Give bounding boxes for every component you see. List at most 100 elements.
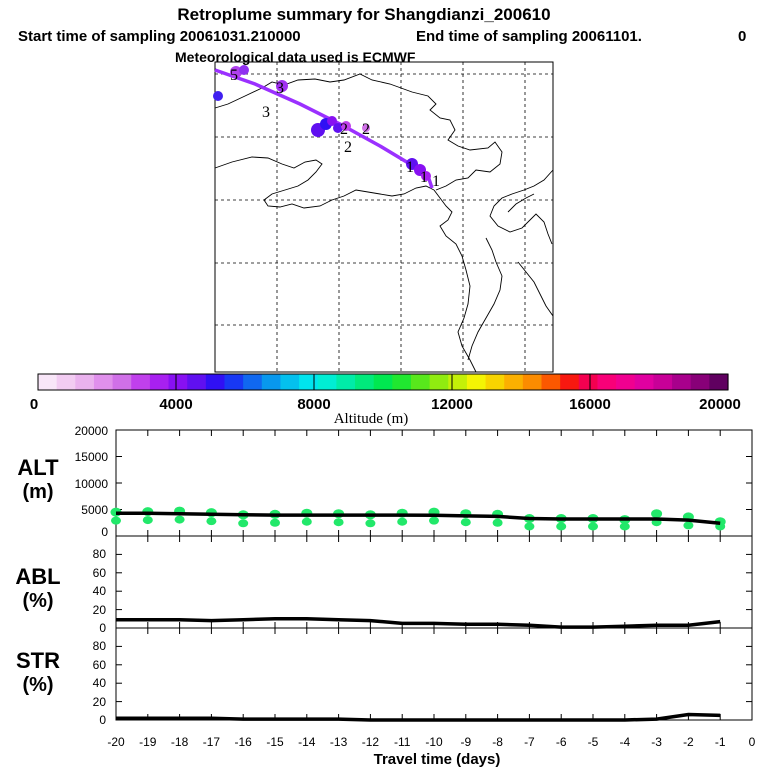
colorbar-cell <box>224 374 244 390</box>
colorbar-tick-4000: 4000 <box>159 396 192 413</box>
colorbar-cell <box>56 374 76 390</box>
x-tick-label: -8 <box>492 735 503 749</box>
alt-y-tick: 20000 <box>75 424 109 438</box>
x-tick-label: -20 <box>107 735 125 749</box>
str-y-tick: 20 <box>93 695 107 709</box>
colorbar-cell <box>709 374 729 390</box>
map-panel: 5 3 3 2 2 2 1 1 1 Meteorological data us… <box>175 49 554 373</box>
colorbar-cell <box>429 374 449 390</box>
colorbar-cell <box>504 374 524 390</box>
day-label-3b: 3 <box>262 104 270 121</box>
colorbar-cell <box>578 374 599 390</box>
colorbar-tick-16000: 16000 <box>569 396 611 413</box>
x-tick-label: -15 <box>266 735 284 749</box>
colorbar-cell <box>131 374 151 390</box>
page-title: Retroplume summary for Shangdianzi_20061… <box>177 5 550 24</box>
x-tick-label: -1 <box>715 735 726 749</box>
day-label-2a: 2 <box>340 121 348 138</box>
str-panel-unit: (%) <box>22 674 53 696</box>
str-y-tick: 60 <box>93 658 107 672</box>
x-tick-label: -4 <box>619 735 630 749</box>
x-tick-label: -11 <box>394 735 411 749</box>
x-tick-label: -19 <box>139 735 157 749</box>
colorbar-cell <box>485 374 505 390</box>
day-label-2b: 2 <box>362 121 370 138</box>
colorbar-cell <box>299 374 319 390</box>
panels-frame <box>115 429 753 721</box>
colorbar-cell <box>560 374 580 390</box>
alt-plume-point <box>174 515 185 524</box>
plume-dot <box>341 121 351 131</box>
start-time-label: Start time of sampling 20061031.210000 <box>18 28 301 45</box>
alt-y-tick: 0 <box>101 525 108 539</box>
met-data-label: Meteorological data used is ECMWF <box>175 49 416 65</box>
colorbar-cell <box>317 374 337 390</box>
alt-panel-label: ALT <box>17 455 59 480</box>
colorbar-cell <box>672 374 692 390</box>
colorbar-frame <box>37 373 729 391</box>
map-frame <box>214 61 554 373</box>
colorbar-cell <box>261 374 282 390</box>
colorbar-cell <box>541 374 561 390</box>
colorbar-cell <box>466 374 487 390</box>
plume-dot <box>333 123 343 133</box>
colorbar-axis-label: Altitude (m) <box>334 411 409 427</box>
plume-dot <box>239 65 249 75</box>
alt-panel-unit: (m) <box>22 481 53 503</box>
series-lines <box>116 511 721 722</box>
alt-plume-point <box>683 521 694 530</box>
colorbar-tick-labels: 0 4000 8000 12000 16000 20000 <box>30 396 741 413</box>
alt-plume-point <box>492 518 503 527</box>
colorbar-tick-0: 0 <box>30 396 38 413</box>
plume-dot <box>213 91 223 101</box>
alt-plume-point <box>270 518 280 527</box>
abl-y-tick: 60 <box>93 566 107 580</box>
colorbar-cell <box>392 374 412 390</box>
x-tick-label: -13 <box>330 735 348 749</box>
end-time-tail: 0 <box>738 28 746 45</box>
x-tick-labels: -20 -19 -18 -17 -16 -15 -14 -13 -12 -11 -10 -9 -8 -7-… <box>107 735 755 749</box>
x-axis-label: Travel time (days) <box>374 751 501 768</box>
alt-plume-point <box>397 517 408 526</box>
time-series-panels: ALT (m) ABL (%) STR (%) 0 5000 10000 150… <box>15 424 755 768</box>
colorbar-major-ticks <box>175 374 591 390</box>
alt-plume-point <box>588 522 598 531</box>
plume-dot <box>362 124 370 132</box>
alt-y-tick: 10000 <box>75 477 109 491</box>
abl-y-tick: 0 <box>99 621 106 635</box>
colorbar-cell <box>280 374 300 390</box>
x-tick-label: -14 <box>298 735 316 749</box>
trajectory-day-labels: 5 3 3 2 2 2 1 1 1 <box>230 67 440 190</box>
abl-panel-unit: (%) <box>22 590 53 612</box>
plume-clusters <box>213 65 431 181</box>
x-tick-label: -12 <box>362 735 380 749</box>
alt-plume-point <box>333 518 344 527</box>
alt-plume-point <box>524 522 535 531</box>
alt-plume-point <box>619 522 630 531</box>
colorbar-cell <box>653 374 673 390</box>
colorbar-cell <box>243 374 263 390</box>
x-tick-label: -10 <box>425 735 443 749</box>
x-tick-label: -7 <box>524 735 535 749</box>
colorbar-cell <box>205 374 226 390</box>
colorbar-cell <box>690 374 710 390</box>
colorbar-cell <box>373 374 393 390</box>
x-tick-label: -6 <box>556 735 567 749</box>
x-tick-label: -2 <box>683 735 694 749</box>
colorbar-cell <box>410 374 431 390</box>
alt-plume-point <box>206 517 217 526</box>
str-panel-label: STR <box>16 648 60 673</box>
str-y-tick: 80 <box>93 639 107 653</box>
day-label-1b: 1 <box>420 169 428 186</box>
x-tick-label: -3 <box>651 735 662 749</box>
alt-plume-point <box>142 516 153 525</box>
colorbar-cell <box>634 374 655 390</box>
end-time-label: End time of sampling 20061101. <box>416 28 642 45</box>
str-y-tick: 40 <box>93 676 107 690</box>
abl-line <box>116 617 721 629</box>
alt-plume-point <box>651 509 663 519</box>
colorbar-cell <box>187 374 207 390</box>
colorbar-cell <box>168 374 188 390</box>
colorbar-cell <box>355 374 375 390</box>
day-label-1a: 1 <box>406 159 414 176</box>
